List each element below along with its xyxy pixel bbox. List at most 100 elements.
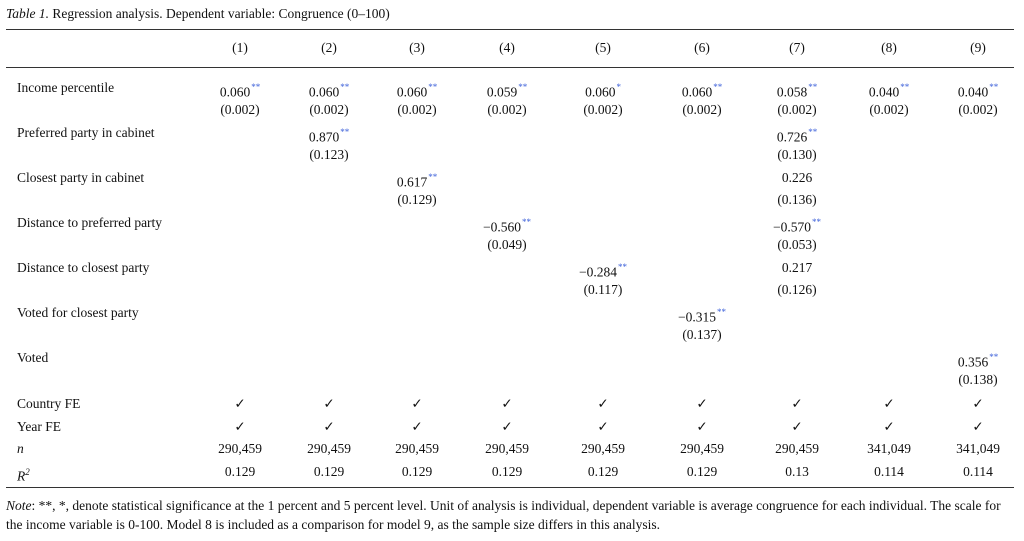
checkmark-icon: ✓ bbox=[234, 396, 246, 411]
column-header: (8) bbox=[881, 40, 897, 55]
stat-label: R bbox=[17, 468, 26, 484]
coefficient-value: 0.040 bbox=[957, 84, 989, 100]
coefficient: 0.040** bbox=[869, 80, 909, 101]
coefficient: 0.060** bbox=[682, 80, 722, 101]
stat-value: 290,459 bbox=[485, 441, 529, 456]
significance-stars: ** bbox=[808, 82, 818, 92]
coefficient-value: 0.060 bbox=[585, 84, 616, 100]
coefficient-value: 0.217 bbox=[781, 260, 813, 275]
checkmark-icon: ✓ bbox=[972, 396, 984, 411]
coefficient-value: 0.040 bbox=[868, 84, 900, 100]
significance-stars: ** bbox=[900, 82, 910, 92]
coefficient-value: −0.560 bbox=[483, 219, 521, 235]
coefficient: 0.356** bbox=[958, 350, 998, 371]
coefficient-value: 0.870 bbox=[308, 129, 340, 145]
header-rule bbox=[6, 67, 1014, 68]
stat-value: 0.129 bbox=[587, 464, 619, 479]
row-label: Voted bbox=[17, 350, 49, 365]
standard-error: (0.002) bbox=[869, 102, 909, 117]
caption-label: Table 1. bbox=[6, 6, 50, 21]
significance-stars: ** bbox=[989, 82, 999, 92]
standard-error: (0.049) bbox=[487, 237, 527, 252]
coefficient-value: 0.617 bbox=[396, 174, 428, 190]
coefficient: −0.315** bbox=[678, 305, 726, 326]
coefficient: 0.059** bbox=[487, 80, 527, 101]
coefficient: 0.060** bbox=[309, 80, 349, 101]
standard-error: (0.138) bbox=[958, 372, 998, 387]
stat-label: n bbox=[17, 441, 24, 456]
coefficient-value: 0.060 bbox=[681, 84, 713, 100]
coefficient: 0.060** bbox=[397, 80, 437, 101]
standard-error: (0.136) bbox=[777, 192, 817, 207]
table-note: Note: **, *, denote statistical signific… bbox=[6, 496, 1018, 534]
stat-superscript: 2 bbox=[25, 467, 30, 477]
significance-stars: ** bbox=[340, 82, 350, 92]
coefficient-value: 0.060 bbox=[219, 84, 251, 100]
standard-error: (0.137) bbox=[682, 327, 722, 342]
checkmark-icon: ✓ bbox=[972, 419, 984, 434]
stat-value: 0.13 bbox=[785, 464, 809, 479]
stat-value: 290,459 bbox=[581, 441, 625, 456]
checkmark-icon: ✓ bbox=[411, 419, 423, 434]
row-label: Distance to closest party bbox=[17, 260, 150, 275]
note-label: Note bbox=[6, 498, 32, 513]
row-label: R2 bbox=[17, 464, 30, 485]
significance-stars: ** bbox=[808, 127, 818, 137]
significance-stars: ** bbox=[251, 82, 261, 92]
coefficient-value: −0.570 bbox=[773, 219, 811, 235]
column-header: (4) bbox=[499, 40, 515, 55]
stat-value: 290,459 bbox=[775, 441, 819, 456]
table-caption: Table 1. Regression analysis. Dependent … bbox=[6, 6, 390, 22]
stat-value: 0.129 bbox=[224, 464, 256, 479]
checkmark-icon: ✓ bbox=[791, 396, 803, 411]
standard-error: (0.002) bbox=[220, 102, 260, 117]
significance-stars: ** bbox=[713, 82, 723, 92]
checkmark-icon: ✓ bbox=[597, 396, 609, 411]
coefficient: 0.060* bbox=[585, 80, 621, 101]
significance-stars: ** bbox=[717, 307, 726, 317]
bottom-rule bbox=[6, 487, 1014, 488]
significance-stars: * bbox=[616, 82, 621, 92]
coefficient: 0.226 bbox=[782, 170, 812, 186]
coefficient-value: 0.060 bbox=[396, 84, 428, 100]
row-label: n bbox=[17, 441, 24, 457]
stat-value: 290,459 bbox=[307, 441, 351, 456]
checkmark-icon: ✓ bbox=[501, 396, 513, 411]
significance-stars: ** bbox=[428, 82, 438, 92]
standard-error: (0.053) bbox=[777, 237, 817, 252]
significance-stars: ** bbox=[428, 172, 438, 182]
row-label: Income percentile bbox=[17, 80, 115, 95]
note-text: : **, *, denote statistical significance… bbox=[6, 498, 1001, 532]
coefficient-value: 0.226 bbox=[781, 170, 813, 185]
checkmark-icon: ✓ bbox=[791, 419, 803, 434]
checkmark-icon: ✓ bbox=[501, 419, 513, 434]
checkmark-icon: ✓ bbox=[411, 396, 423, 411]
significance-stars: ** bbox=[989, 352, 999, 362]
stat-value: 0.129 bbox=[686, 464, 718, 479]
coefficient-value: 0.060 bbox=[308, 84, 340, 100]
coefficient: −0.560** bbox=[483, 215, 531, 236]
stat-value: 290,459 bbox=[395, 441, 439, 456]
significance-stars: ** bbox=[812, 217, 821, 227]
row-label: Country FE bbox=[17, 396, 81, 411]
coefficient: 0.058** bbox=[777, 80, 817, 101]
stat-value: 0.129 bbox=[491, 464, 523, 479]
coefficient: −0.570** bbox=[773, 215, 821, 236]
row-label: Voted for closest party bbox=[17, 305, 139, 320]
significance-stars: ** bbox=[618, 262, 627, 272]
checkmark-icon: ✓ bbox=[323, 396, 335, 411]
standard-error: (0.126) bbox=[777, 282, 817, 297]
stat-value: 0.114 bbox=[874, 464, 904, 479]
coefficient: −0.284** bbox=[579, 260, 627, 281]
significance-stars: ** bbox=[340, 127, 350, 137]
standard-error: (0.002) bbox=[487, 102, 527, 117]
row-label: Year FE bbox=[17, 419, 62, 434]
coefficient: 0.060** bbox=[220, 80, 260, 101]
coefficient-value: −0.315 bbox=[678, 309, 716, 325]
stat-value: 290,459 bbox=[680, 441, 724, 456]
checkmark-icon: ✓ bbox=[597, 419, 609, 434]
coefficient-value: 0.356 bbox=[957, 354, 989, 370]
standard-error: (0.129) bbox=[397, 192, 437, 207]
coefficient-value: 0.058 bbox=[776, 84, 808, 100]
stat-value: 0.129 bbox=[313, 464, 345, 479]
